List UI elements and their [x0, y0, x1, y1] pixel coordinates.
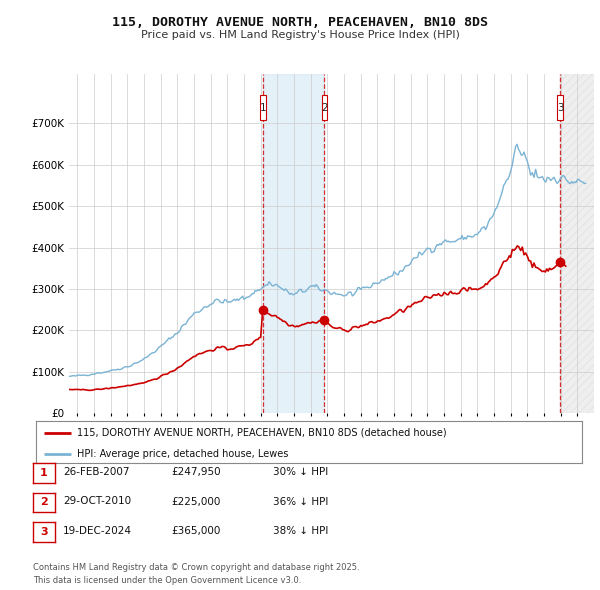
- Text: 29-OCT-2010: 29-OCT-2010: [63, 497, 131, 506]
- Text: £247,950: £247,950: [171, 467, 221, 477]
- Text: Price paid vs. HM Land Registry's House Price Index (HPI): Price paid vs. HM Land Registry's House …: [140, 31, 460, 40]
- Text: £365,000: £365,000: [171, 526, 220, 536]
- Text: 3: 3: [40, 527, 47, 537]
- Text: £225,000: £225,000: [171, 497, 220, 506]
- Text: 19-DEC-2024: 19-DEC-2024: [63, 526, 132, 536]
- Text: 30% ↓ HPI: 30% ↓ HPI: [273, 467, 328, 477]
- Text: 1: 1: [259, 103, 266, 113]
- Text: 115, DOROTHY AVENUE NORTH, PEACEHAVEN, BN10 8DS (detached house): 115, DOROTHY AVENUE NORTH, PEACEHAVEN, B…: [77, 428, 446, 438]
- Text: 38% ↓ HPI: 38% ↓ HPI: [273, 526, 328, 536]
- Text: 2: 2: [321, 103, 328, 113]
- Bar: [322, 95, 328, 120]
- Text: 26-FEB-2007: 26-FEB-2007: [63, 467, 130, 477]
- Text: Contains HM Land Registry data © Crown copyright and database right 2025.
This d: Contains HM Land Registry data © Crown c…: [33, 563, 359, 585]
- Text: 2: 2: [40, 497, 47, 507]
- Text: HPI: Average price, detached house, Lewes: HPI: Average price, detached house, Lewe…: [77, 449, 289, 459]
- Text: 1: 1: [40, 468, 47, 478]
- Text: 115, DOROTHY AVENUE NORTH, PEACEHAVEN, BN10 8DS: 115, DOROTHY AVENUE NORTH, PEACEHAVEN, B…: [112, 16, 488, 29]
- Text: 3: 3: [557, 103, 563, 113]
- Bar: [260, 95, 266, 120]
- Bar: [557, 95, 563, 120]
- Bar: [263, 74, 325, 413]
- Bar: [560, 74, 594, 413]
- Text: 36% ↓ HPI: 36% ↓ HPI: [273, 497, 328, 506]
